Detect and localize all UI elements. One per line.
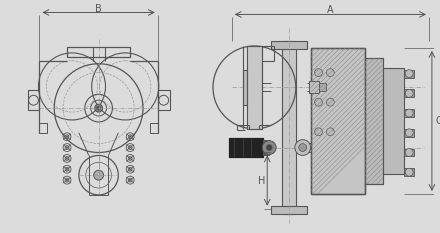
- Circle shape: [295, 140, 311, 155]
- Text: H: H: [258, 176, 265, 186]
- Bar: [311, 48, 365, 194]
- Bar: [271, 206, 307, 214]
- Circle shape: [405, 89, 413, 97]
- Circle shape: [97, 106, 101, 110]
- Bar: [150, 123, 158, 133]
- Bar: [383, 68, 404, 174]
- Circle shape: [65, 146, 69, 150]
- Bar: [351, 140, 357, 155]
- Bar: [263, 140, 269, 155]
- Text: B: B: [95, 3, 102, 14]
- Circle shape: [65, 156, 69, 160]
- Bar: [246, 46, 262, 129]
- Circle shape: [299, 144, 307, 151]
- Bar: [282, 41, 296, 214]
- Circle shape: [95, 104, 103, 112]
- Bar: [40, 123, 48, 133]
- Circle shape: [128, 167, 132, 171]
- Circle shape: [94, 170, 103, 180]
- Circle shape: [128, 146, 132, 150]
- Bar: [404, 109, 414, 117]
- Circle shape: [65, 167, 69, 171]
- Circle shape: [405, 70, 413, 78]
- Bar: [158, 90, 169, 110]
- Bar: [404, 129, 414, 137]
- Bar: [365, 58, 383, 184]
- Bar: [365, 58, 383, 184]
- Circle shape: [266, 145, 272, 151]
- Circle shape: [405, 129, 413, 137]
- Circle shape: [128, 135, 132, 139]
- Text: C: C: [436, 116, 440, 126]
- Bar: [308, 82, 319, 93]
- Circle shape: [326, 128, 334, 136]
- Circle shape: [326, 98, 334, 106]
- Circle shape: [65, 178, 69, 182]
- Circle shape: [315, 128, 323, 136]
- Bar: [67, 47, 130, 57]
- Bar: [271, 41, 307, 49]
- Circle shape: [128, 178, 132, 182]
- Bar: [229, 138, 263, 158]
- Bar: [28, 90, 40, 110]
- Bar: [404, 89, 414, 97]
- Bar: [404, 168, 414, 176]
- Circle shape: [262, 141, 276, 154]
- Circle shape: [326, 69, 334, 77]
- Circle shape: [128, 156, 132, 160]
- Bar: [404, 70, 414, 78]
- Text: A: A: [327, 6, 334, 16]
- Bar: [263, 140, 269, 155]
- Bar: [404, 149, 414, 156]
- Circle shape: [65, 135, 69, 139]
- Bar: [311, 48, 365, 194]
- Circle shape: [405, 168, 413, 176]
- Bar: [319, 83, 326, 91]
- Circle shape: [405, 109, 413, 117]
- Bar: [242, 70, 246, 105]
- Circle shape: [315, 69, 323, 77]
- Circle shape: [315, 98, 323, 106]
- Circle shape: [405, 149, 413, 156]
